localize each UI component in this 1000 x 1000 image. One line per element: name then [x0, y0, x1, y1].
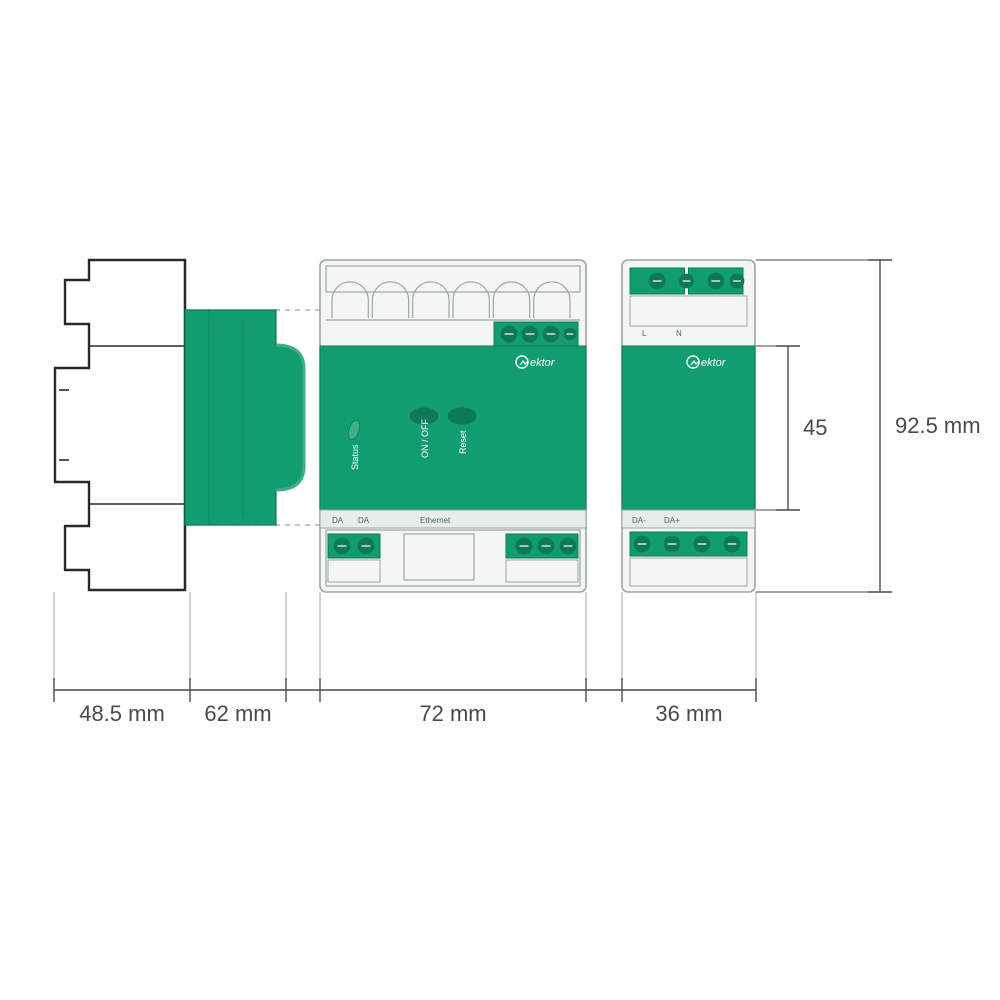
da-minus-label: DA- [632, 516, 646, 525]
status-label: Status [350, 444, 360, 470]
da-label-1: DA [332, 516, 344, 525]
ethernet-label: Ethernet [420, 516, 451, 525]
front-small-module: L Nektor DA- DA+ [622, 260, 755, 592]
small-n-label: N [676, 329, 682, 338]
dim-45: 45 [803, 415, 827, 440]
da-label-2: DA [358, 516, 370, 525]
side-cap [185, 310, 320, 525]
dim-48-5: 48.5 mm [79, 701, 165, 726]
dim-62: 62 mm [204, 701, 271, 726]
da-plus-label: DA+ [664, 516, 680, 525]
onoff-label: ON / OFF [420, 419, 430, 458]
small-l-label: L [642, 329, 647, 338]
technical-drawing: 48.5 mm 62 mm 72 mm 36 mm 92.5 mm 45 N L Status O… [0, 0, 1000, 1000]
brand-large: ektor [530, 357, 556, 369]
dim-92-5: 92.5 mm [895, 413, 981, 438]
reset-label: Reset [458, 430, 468, 454]
brand-small: ektor [701, 357, 727, 369]
front-large-module: NLStatusON / OFFResetektorDADAEthernet [320, 260, 586, 592]
side-profile [55, 260, 185, 590]
dim-72: 72 mm [419, 701, 486, 726]
dim-36: 36 mm [655, 701, 722, 726]
